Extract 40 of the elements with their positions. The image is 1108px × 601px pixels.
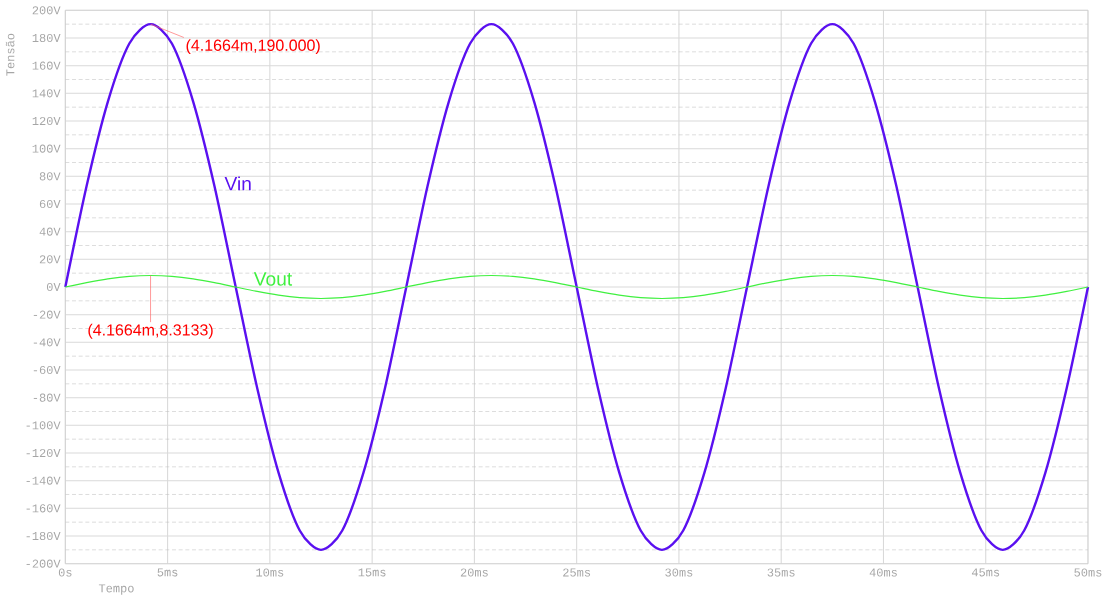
line-series (64, 274, 1089, 300)
x-tick-label: 40ms (869, 568, 897, 577)
y-tick-label: -60V (33, 365, 61, 375)
y-tick-label: 0V (46, 282, 61, 292)
series-label: Vin (224, 176, 251, 191)
y-tick-label: 60V (39, 199, 61, 209)
x-tick-label: 35ms (767, 568, 795, 577)
x-tick-label: 15ms (358, 568, 386, 577)
x-tick-label: 5ms (157, 568, 178, 577)
y-tick-label: -160V (26, 504, 61, 513)
annotation: (4.1664m,8.3133) (88, 323, 213, 339)
x-tick-label: 45ms (971, 568, 1000, 577)
y-tick-label: -40V (33, 338, 61, 347)
x-axis-title: Tempo (98, 584, 134, 595)
y-tick-label: 140V (32, 89, 61, 98)
y-tick-label: -200V (26, 559, 61, 568)
y-tick-label: 20V (39, 255, 61, 264)
y-tick-label: 120V (32, 116, 61, 126)
y-tick-label: 180V (32, 33, 61, 43)
x-tick-label: 0s (58, 568, 72, 577)
y-tick-label: 160V (32, 61, 61, 70)
x-tick-label: 30ms (665, 568, 693, 577)
y-axis-title: Tensão (5, 33, 15, 76)
x-tick-label: 20ms (460, 568, 488, 577)
y-tick-label: 200V (32, 6, 61, 15)
x-tick-label: 50ms (1074, 568, 1102, 577)
x-tick-label: 25ms (563, 568, 591, 577)
y-tick-label: 80V (39, 172, 61, 181)
x-tick-label: 10ms (256, 568, 284, 577)
y-tick-label: -120V (26, 448, 61, 458)
series-label: Vout (253, 272, 293, 286)
y-tick-label: -20V (33, 310, 61, 319)
y-tick-label: -100V (26, 421, 61, 430)
y-tick-label: -80V (33, 393, 61, 402)
y-tick-label: 100V (32, 144, 61, 153)
line-series (64, 22, 1090, 552)
y-tick-label: 40V (39, 227, 61, 236)
y-tick-label: -180V (26, 531, 61, 541)
annotation: (4.1664m,190.000) (186, 39, 320, 55)
y-tick-label: -140V (26, 476, 61, 485)
